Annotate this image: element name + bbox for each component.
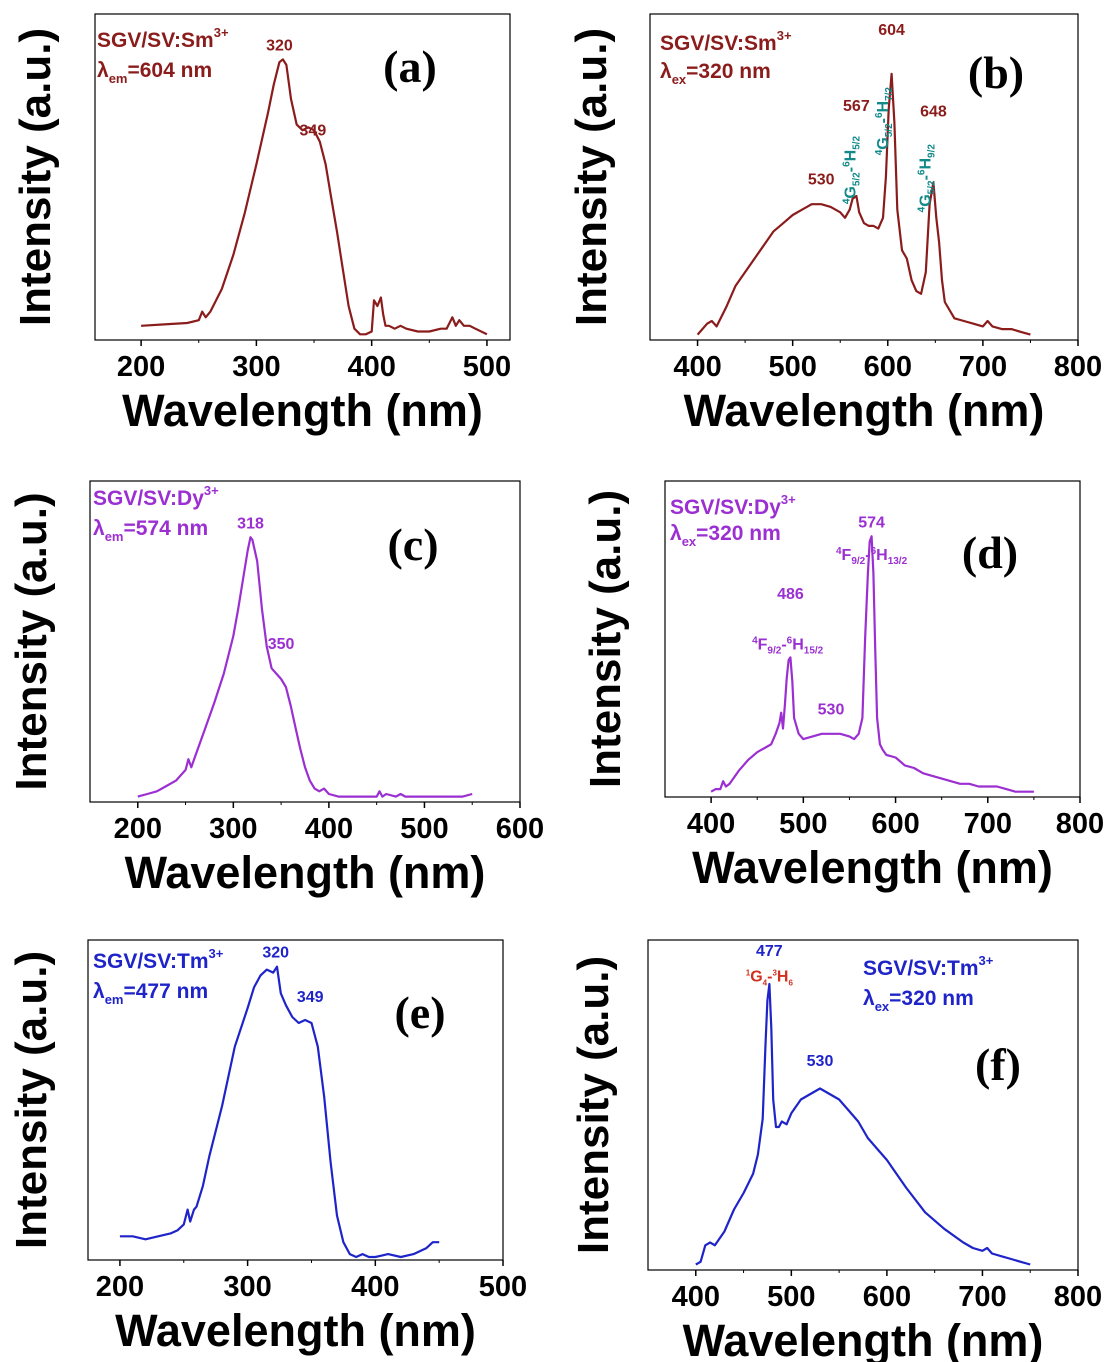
series-line	[141, 58, 488, 336]
x-tick-label: 300	[223, 1271, 271, 1303]
plot-frame	[647, 939, 1079, 1271]
panel-letter: (e)	[394, 987, 445, 1038]
peak-label: 567	[843, 98, 870, 115]
x-axis-label: Wavelength (nm)	[683, 1315, 1044, 1362]
wavelength-condition-label: λex=320 nm	[670, 522, 781, 549]
panel-letter: (a)	[383, 41, 437, 92]
peak-label: 320	[262, 945, 289, 962]
panel-letter: (c)	[387, 519, 438, 570]
chart-panel-b: 400 500 600 700 800 Wavelength (nm) Intensity …	[567, 13, 1102, 436]
x-tick-label: 400	[687, 808, 735, 840]
peak-label: 604	[878, 22, 905, 39]
peak-label: 477	[756, 943, 783, 960]
peak-label: 530	[807, 1053, 834, 1070]
transition-label: 4F9/2-6H13/2	[836, 546, 908, 567]
plot-frame	[94, 13, 511, 341]
plot-frame	[649, 13, 1079, 341]
peak-label: 318	[237, 516, 264, 533]
x-tick-label: 400	[351, 1271, 399, 1303]
peak-label: 349	[300, 123, 327, 140]
plot-frame	[664, 480, 1081, 798]
sample-label: SGV/SV:Dy3+	[670, 492, 796, 519]
x-tick-label: 500	[768, 351, 816, 383]
sample-label: SGV/SV:Sm3+	[97, 25, 229, 52]
peak-label: 350	[268, 636, 295, 653]
y-axis-label: Intensity (a.u.)	[7, 492, 56, 790]
transition-label: 1G4-3H6	[746, 968, 794, 987]
x-tick-label: 500	[400, 813, 448, 845]
x-tick-label: 300	[232, 351, 280, 383]
peak-label: 320	[266, 38, 293, 55]
x-tick-label: 500	[479, 1271, 527, 1303]
x-tick-label: 500	[779, 808, 827, 840]
x-tick-label: 400	[673, 351, 721, 383]
panel-letter: (d)	[962, 527, 1018, 578]
series-line	[137, 536, 473, 798]
x-tick-label: 800	[1054, 351, 1102, 383]
transition-label: 4G5/2-6H9/2	[917, 144, 938, 213]
wavelength-condition-label: λem=604 nm	[97, 59, 212, 86]
x-tick-label: 600	[496, 813, 544, 845]
x-tick-label: 600	[864, 351, 912, 383]
x-tick-label: 400	[305, 813, 353, 845]
x-axis-label: Wavelength (nm)	[115, 1305, 476, 1356]
peak-label: 574	[858, 515, 885, 532]
y-axis-label: Intensity (a.u.)	[569, 956, 618, 1254]
chart-panel-f: 400 500 600 700 800 Wavelength (nm) Intensity …	[569, 939, 1102, 1362]
chart-panel-c: 200 300 400 500 600 Wavelength (nm) Intensity …	[7, 480, 544, 898]
x-tick-label: 200	[96, 1271, 144, 1303]
y-axis-label: Intensity (a.u.)	[567, 28, 616, 326]
transition-label: 4G5/2-6H5/2	[841, 135, 862, 204]
x-axis-label: Wavelength (nm)	[122, 385, 483, 436]
series-line	[119, 965, 440, 1259]
x-tick-label: 500	[463, 351, 511, 383]
peak-label: 648	[920, 104, 947, 121]
x-tick-label: 400	[347, 351, 395, 383]
x-tick-label: 600	[871, 808, 919, 840]
plot-frame	[89, 480, 521, 803]
x-tick-label: 700	[958, 1281, 1006, 1313]
peak-label: 349	[297, 989, 324, 1006]
sample-label: SGV/SV:Sm3+	[660, 28, 792, 55]
peak-label: 486	[777, 586, 804, 603]
x-tick-label: 800	[1056, 808, 1104, 840]
y-axis-label: Intensity (a.u.)	[11, 28, 60, 326]
panel-letter: (b)	[968, 47, 1024, 98]
peak-label: 530	[818, 702, 845, 719]
y-axis-label: Intensity (a.u.)	[581, 490, 630, 788]
wavelength-condition-label: λem=574 nm	[93, 517, 208, 544]
x-tick-label: 200	[114, 813, 162, 845]
wavelength-condition-label: λex=320 nm	[660, 60, 771, 87]
x-tick-label: 400	[672, 1281, 720, 1313]
transition-label: 4G5/2-6H7/2	[874, 87, 895, 156]
x-tick-label: 300	[209, 813, 257, 845]
peak-label: 530	[808, 172, 835, 189]
x-tick-label: 200	[117, 351, 165, 383]
x-tick-label: 800	[1054, 1281, 1102, 1313]
series-line	[695, 982, 1031, 1266]
y-axis-label: Intensity (a.u.)	[7, 951, 56, 1249]
sample-label: SGV/SV:Dy3+	[93, 483, 219, 510]
series-line	[710, 535, 1034, 793]
transition-label: 4F9/2-6H15/2	[752, 636, 824, 657]
sample-label: SGV/SV:Tm3+	[93, 946, 224, 973]
x-tick-label: 700	[964, 808, 1012, 840]
sample-label: SGV/SV:Tm3+	[863, 953, 994, 980]
wavelength-condition-label: λem=477 nm	[93, 980, 208, 1007]
wavelength-condition-label: λex=320 nm	[863, 987, 974, 1014]
x-axis-label: Wavelength (nm)	[684, 385, 1045, 436]
x-tick-label: 600	[863, 1281, 911, 1313]
x-tick-label: 700	[959, 351, 1007, 383]
x-axis-label: Wavelength (nm)	[125, 847, 486, 898]
x-tick-label: 500	[767, 1281, 815, 1313]
panel-letter: (f)	[975, 1039, 1021, 1090]
x-axis-label: Wavelength (nm)	[692, 842, 1053, 893]
series-line	[696, 72, 1031, 336]
plot-frame	[87, 939, 504, 1261]
